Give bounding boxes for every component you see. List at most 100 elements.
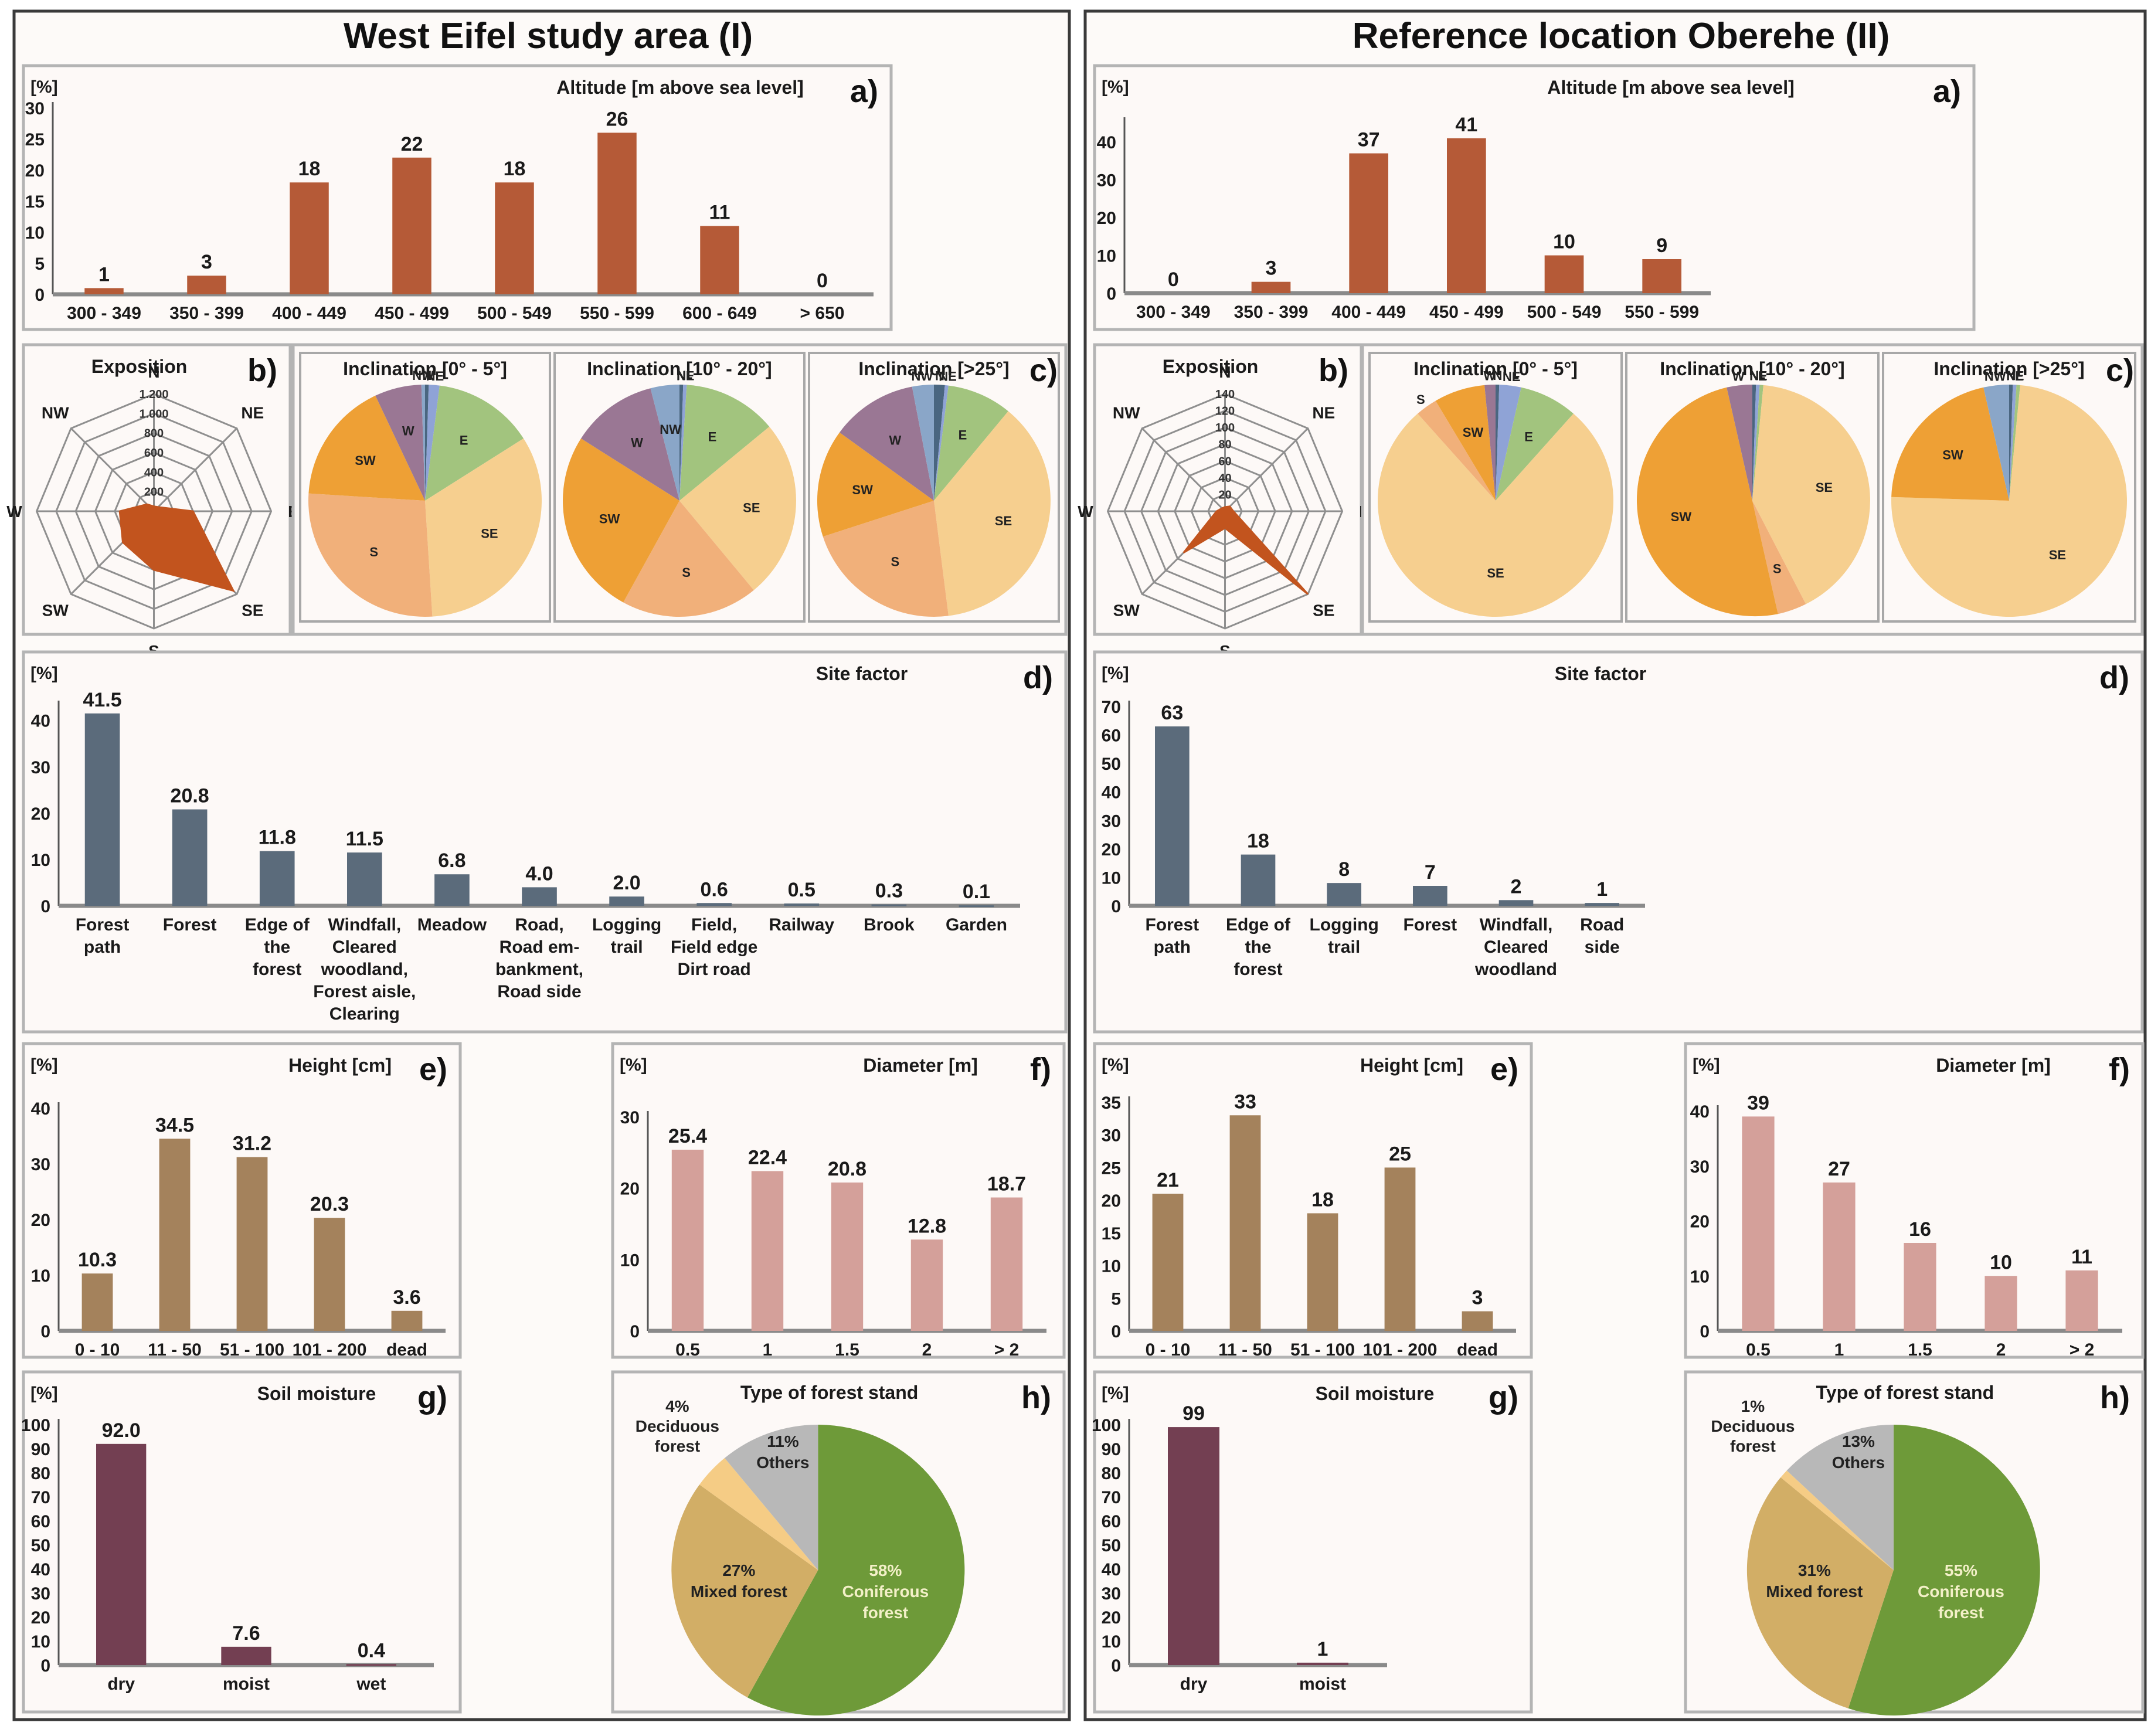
- pie-slice: [1496, 385, 1521, 501]
- radar-direction-label: SE: [242, 601, 263, 619]
- panel-title: Height [cm]: [288, 1055, 392, 1076]
- pie-slice-label: NE: [2006, 368, 2024, 383]
- bar-value-label: 11: [709, 201, 730, 223]
- radar-direction-label: NW: [42, 404, 69, 422]
- pie-slice: [581, 388, 679, 501]
- panel-letter: b): [247, 353, 277, 388]
- y-tick-label: 70: [31, 1488, 50, 1507]
- pie-slice-label: S: [369, 545, 378, 559]
- pie-slice-label: E: [2015, 369, 2024, 383]
- x-category-label: Railway: [769, 915, 834, 935]
- pie-slice: [934, 411, 1051, 616]
- y-tick-label: 40: [31, 1560, 50, 1579]
- bar: [1498, 900, 1534, 906]
- panel-altitude: [1093, 64, 1976, 331]
- pie-slice-label: forest: [1938, 1603, 1984, 1622]
- chart-I-f: 0 10 20 30 [%] Diameter [m] f) 25.4 0.5 22.4 1 20.8…: [620, 1052, 1051, 1360]
- x-category-label: 51 - 100: [1290, 1340, 1355, 1360]
- bar: [1327, 883, 1361, 906]
- y-tick-label: 30: [31, 758, 50, 777]
- radar-tick-label: 140: [1215, 388, 1235, 401]
- bar-value-label: 25: [1389, 1143, 1411, 1165]
- pie-slice-label: N: [677, 368, 686, 383]
- radar-tick-label: 1.200: [139, 388, 168, 401]
- x-category-label: Cleared: [332, 937, 397, 957]
- bar-value-label: 12.8: [908, 1215, 946, 1237]
- x-category-label: path: [84, 937, 121, 957]
- panel-letter: d): [2099, 660, 2129, 695]
- pie-slice: [823, 501, 949, 617]
- pie-title: Inclination [10° - 20°]: [587, 358, 772, 379]
- x-category-label: Road,: [515, 915, 563, 935]
- bar-value-label: 3: [1472, 1287, 1483, 1309]
- y-tick-label: 0: [40, 1656, 50, 1676]
- y-tick-label: 15: [25, 192, 45, 212]
- y-tick-label: 30: [620, 1108, 640, 1127]
- bar: [495, 182, 534, 294]
- x-category-label: Forest: [163, 915, 217, 935]
- pie-slice: [1727, 385, 1752, 501]
- pie-slice-label: S: [682, 565, 691, 580]
- bar: [236, 1157, 268, 1331]
- x-category-label: the: [264, 937, 290, 957]
- x-category-label: path: [1154, 937, 1191, 957]
- pie-slice: [308, 493, 433, 617]
- pie-slice: [425, 438, 542, 617]
- y-tick-label: 10: [620, 1251, 640, 1270]
- x-category-label: 350 - 399: [1234, 303, 1309, 322]
- x-category-label: 300 - 349: [67, 304, 141, 323]
- pie-slice-label: forest: [1730, 1437, 1776, 1455]
- bar-value-label: 0.3: [875, 880, 903, 902]
- bar-value-label: 4.0: [525, 862, 553, 885]
- section-title-oberehe: Reference location Oberehe (II): [1353, 16, 1890, 56]
- pie-slice-label: 31%: [1798, 1561, 1831, 1579]
- pie-slice: [679, 385, 684, 501]
- pie-slice: [1752, 385, 1760, 501]
- pie-slice-label: forest: [862, 1603, 908, 1622]
- y-tick-label: 10: [25, 223, 45, 243]
- bar-value-label: 34.5: [155, 1114, 194, 1136]
- x-category-label: woodland,: [321, 960, 408, 979]
- y-tick-label: 5: [1111, 1289, 1121, 1309]
- bar-value-label: 11: [2071, 1246, 2092, 1268]
- pie-slice-label: S: [891, 555, 900, 569]
- bar-value-label: 25.4: [668, 1125, 707, 1147]
- bar-value-label: 18.7: [987, 1173, 1026, 1195]
- y-tick-label: 0: [1106, 284, 1116, 304]
- pie-slice-label: SE: [1487, 566, 1504, 580]
- bar-value-label: 21: [1157, 1169, 1179, 1191]
- pie-slice: [2009, 385, 2020, 501]
- pie-slice-label: W: [1483, 368, 1496, 383]
- y-tick-label: 20: [1097, 209, 1116, 228]
- bar: [314, 1218, 345, 1331]
- bar-value-label: 16: [1909, 1218, 1931, 1241]
- panel-letter: f): [1030, 1052, 1051, 1087]
- x-category-label: Dirt road: [678, 960, 751, 979]
- y-tick-label: 0: [40, 1322, 50, 1341]
- pie-slice: [1752, 385, 1756, 501]
- x-category-label: Edge of: [245, 915, 310, 935]
- y-tick-label: 20: [25, 161, 45, 181]
- panel-title: Diameter [m]: [1936, 1055, 2051, 1076]
- bar: [172, 809, 208, 906]
- pie-slice-label: NW: [660, 422, 681, 437]
- pie-slice-label: Coniferous: [1918, 1582, 2004, 1601]
- pie-slice: [1496, 385, 1500, 501]
- radar-tick-label: 80: [1218, 439, 1231, 451]
- bar-value-label: 10: [1553, 231, 1575, 253]
- y-tick-label: 40: [1102, 783, 1121, 803]
- x-category-label: Field,: [691, 915, 737, 935]
- bar-value-label: 27: [1828, 1158, 1850, 1180]
- y-tick-label: 10: [31, 851, 50, 870]
- bar: [221, 1646, 271, 1665]
- pie-slice: [1418, 400, 1496, 501]
- panel-title: Site factor: [1555, 663, 1646, 684]
- bar-value-label: 18: [298, 158, 321, 180]
- radar-spoke: [1141, 427, 1226, 512]
- x-category-label: trail: [611, 937, 643, 957]
- bar-value-label: 63: [1161, 702, 1183, 724]
- y-tick-label: 20: [31, 1211, 50, 1230]
